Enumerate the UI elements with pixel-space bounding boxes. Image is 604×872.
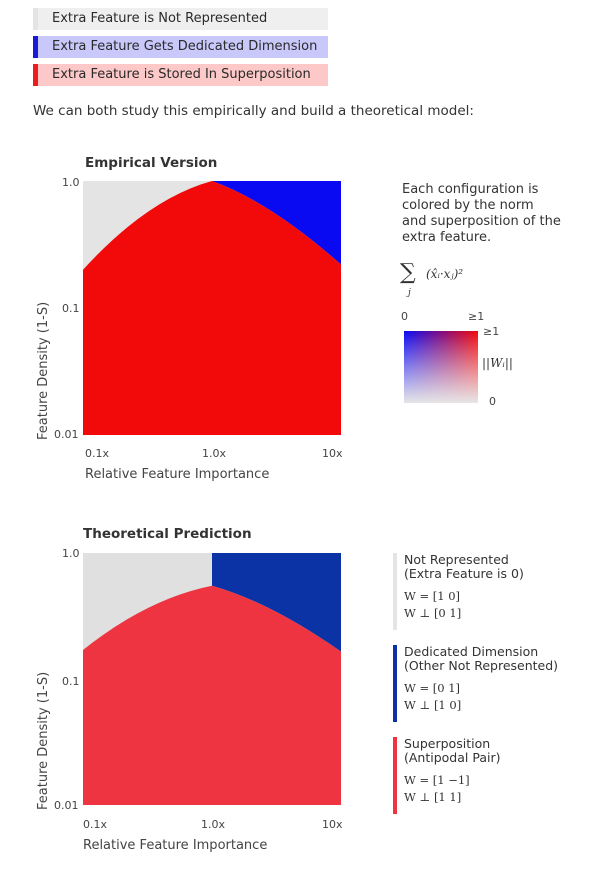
region-dedicated-dimension	[212, 181, 341, 265]
theoretical-y-tick: 1.0	[62, 547, 80, 560]
theoretical-y-tick: 0.01	[54, 799, 79, 812]
colorbar-fade	[404, 331, 478, 403]
legend-dedicated-dimension: Extra Feature Gets Dedicated Dimension	[33, 36, 328, 58]
legend-not-represented: Extra Feature is Not Represented	[33, 8, 328, 30]
empirical-y-tick: 0.01	[54, 428, 79, 441]
formula-sum: ∑	[400, 260, 416, 285]
theory-title-line: Not Represented	[404, 552, 509, 567]
theoretical-title: Theoretical Prediction	[83, 526, 252, 542]
theory-title-line: (Antipodal Pair)	[404, 750, 501, 765]
theory-title-line: Superposition	[404, 736, 491, 751]
theory-color-bar	[393, 645, 397, 722]
theory-title: Dedicated Dimension (Other Not Represent…	[404, 645, 558, 673]
empirical-y-tick: 0.1	[62, 302, 80, 315]
theory-title-line: (Other Not Represented)	[404, 658, 559, 673]
colorbar-y-label: ||Wᵢ||	[482, 356, 513, 370]
theoretical-x-tick: 1.0x	[201, 818, 226, 831]
intro-text: We can both study this empirically and b…	[33, 103, 474, 119]
empirical-x-tick: 10x	[322, 447, 343, 460]
colorbar-y-min: 0	[489, 395, 496, 408]
empirical-x-label: Relative Feature Importance	[85, 467, 270, 482]
theory-matrix-row: W ⊥ [0 1]	[404, 606, 462, 620]
theory-color-bar	[393, 553, 397, 630]
theory-matrix-row: W = [1 0]	[404, 589, 461, 603]
colorbar	[404, 331, 478, 403]
region-superposition	[83, 585, 341, 805]
formula-body: (x̂ᵢ·xⱼ)²	[426, 267, 464, 281]
theoretical-y-tick: 0.1	[62, 675, 80, 688]
empirical-description: Each configuration is colored by the nor…	[402, 182, 561, 245]
theory-item-not-represented: Not Represented (Extra Feature is 0) W =…	[393, 553, 593, 630]
legend-superposition: Extra Feature is Stored In Superposition	[33, 64, 328, 86]
empirical-y-tick: 1.0	[62, 176, 80, 189]
formula: ∑ j (x̂ᵢ·xⱼ)²	[400, 260, 520, 304]
empirical-x-tick: 0.1x	[85, 447, 110, 460]
legend-label: Extra Feature is Stored In Superposition	[52, 67, 311, 82]
legend-label: Extra Feature is Not Represented	[52, 11, 268, 26]
theory-title-line: Dedicated Dimension	[404, 644, 539, 659]
theory-title: Superposition (Antipodal Pair)	[404, 737, 500, 765]
colorbar-x-max: ≥1	[468, 310, 485, 323]
theory-item-superposition: Superposition (Antipodal Pair) W = [1 −1…	[393, 737, 593, 814]
theory-matrix-row: W ⊥ [1 1]	[404, 790, 462, 804]
theoretical-x-tick: 10x	[322, 818, 343, 831]
theory-matrix-row: W = [1 −1]	[404, 773, 470, 787]
theory-title: Not Represented (Extra Feature is 0)	[404, 553, 524, 581]
colorbar-x-min: 0	[401, 310, 408, 323]
empirical-plot	[83, 181, 341, 435]
legend-label: Extra Feature Gets Dedicated Dimension	[52, 39, 318, 54]
theoretical-plot	[83, 553, 341, 805]
theory-color-bar	[393, 737, 397, 814]
empirical-x-tick: 1.0x	[202, 447, 227, 460]
region-superposition	[83, 181, 341, 435]
theory-item-dedicated: Dedicated Dimension (Other Not Represent…	[393, 645, 593, 722]
theory-title-line: (Extra Feature is 0)	[404, 566, 524, 581]
theory-matrix-row: W = [0 1]	[404, 681, 461, 695]
theoretical-x-tick: 0.1x	[83, 818, 108, 831]
theoretical-y-label: Feature Density (1-S)	[36, 671, 51, 810]
colorbar-y-max: ≥1	[483, 325, 500, 338]
theoretical-x-label: Relative Feature Importance	[83, 838, 268, 853]
theory-matrix-row: W ⊥ [1 0]	[404, 698, 462, 712]
empirical-title: Empirical Version	[85, 155, 218, 171]
region-dedicated-dimension	[212, 553, 341, 652]
empirical-y-label: Feature Density (1-S)	[36, 301, 51, 440]
formula-index: j	[408, 288, 411, 298]
